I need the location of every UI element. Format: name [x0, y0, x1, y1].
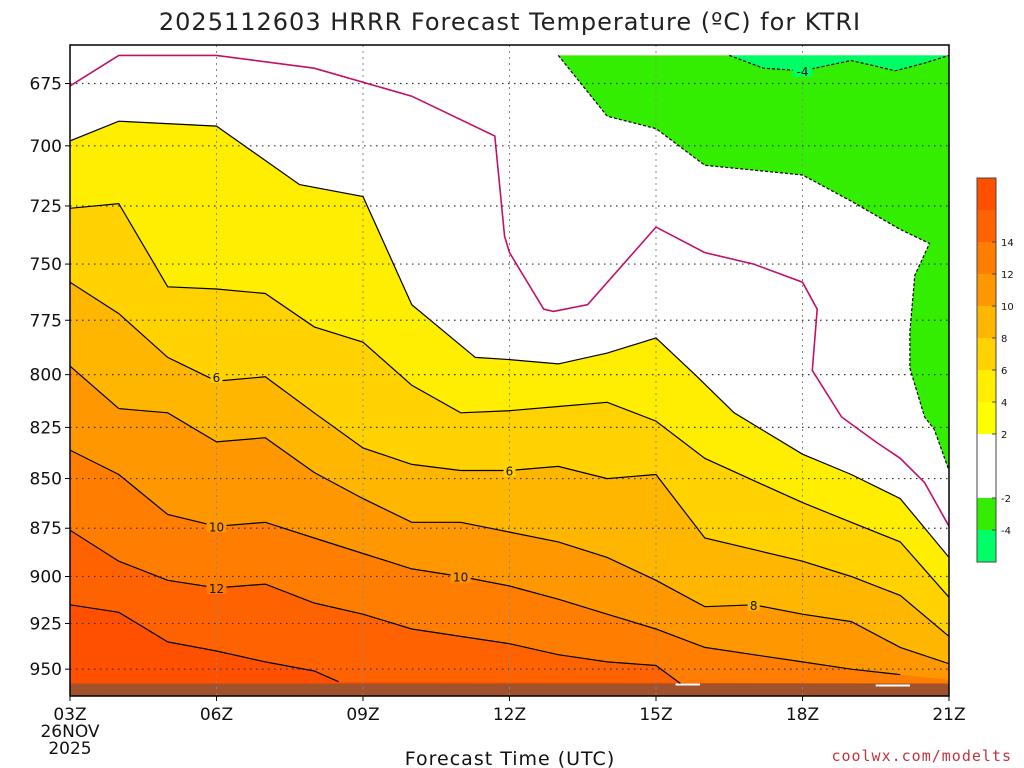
colorbar-label: 2 [1001, 430, 1007, 441]
contour-label-bg [503, 463, 516, 477]
x-tick-label: 21Z [932, 705, 965, 725]
plot-layers: 6 10 12 6 10 8 -4 [70, 45, 949, 696]
y-tick-label: 700 [30, 137, 62, 157]
colorbar-bin [977, 178, 996, 210]
temperature-band-14 [70, 530, 949, 696]
colorbar-bin [977, 402, 996, 434]
contour-line--4 [729, 54, 949, 72]
x-tick-label: 03Z [53, 705, 86, 725]
contour-label-bg [747, 597, 760, 611]
cold-band--5 [729, 55, 949, 71]
x-tick-label: 12Z [493, 705, 526, 725]
contour-line-4 [70, 202, 949, 598]
grid-lines [70, 45, 949, 696]
contour-label-bg [450, 569, 471, 583]
source-credit: coolwx.com/modelts [831, 747, 1012, 765]
temperature-band-16 [70, 604, 949, 696]
y-tick-label: 725 [30, 197, 62, 217]
y-tick-label: 875 [30, 519, 62, 539]
contour-label-bg [792, 63, 813, 77]
contour-label: 10 [209, 520, 224, 534]
colorbar-legend: -4 -2 2 4 6 8 10 12 14 [976, 177, 1014, 563]
y-tick-label: 750 [30, 255, 62, 275]
contour-label: 6 [213, 371, 221, 385]
ground-layer [70, 683, 949, 696]
y-tick-label: 925 [30, 614, 62, 634]
colorbar-bin [977, 530, 996, 562]
colorbar-label: 6 [1001, 366, 1007, 377]
contour-label-bg [210, 369, 223, 383]
contour-label: -4 [797, 65, 809, 79]
colorbar-label: -4 [1001, 526, 1011, 537]
contour-label: 12 [209, 582, 224, 596]
contour-line-14 [70, 604, 339, 683]
x-tick-label: 06Z [200, 705, 233, 725]
colorbar-bin [977, 274, 996, 306]
colorbar-bin [977, 338, 996, 370]
colorbar-bin [977, 306, 996, 338]
contour-line-8 [70, 365, 949, 665]
y-tick-label: 800 [30, 366, 62, 386]
contour-label: 10 [453, 571, 468, 585]
cold-band--3 [558, 55, 949, 471]
y-axis: 675 700 725 750 775 800 825 850 875 900 925 950 [30, 75, 70, 680]
colorbar-bin [977, 210, 996, 242]
y-tick-label: 675 [30, 75, 62, 95]
colorbar-label: 8 [1001, 334, 1007, 345]
colorbar-label: 4 [1001, 398, 1007, 409]
colorbar-bin [977, 498, 996, 530]
contour-label: 6 [506, 464, 514, 478]
x-axis-label: Forecast Time (UTC) [405, 748, 615, 768]
colorbar-label: 10 [1001, 302, 1014, 313]
plot-area: 6 10 12 6 10 8 -4 [69, 44, 950, 697]
contour-line-0 [70, 54, 949, 527]
x-tick-year: 2025 [48, 739, 91, 759]
x-tick-label: 15Z [639, 705, 672, 725]
chart-title: 2025112603 HRRR Forecast Temperature (ºC… [159, 8, 861, 36]
contour-line-12 [70, 529, 681, 684]
y-tick-label: 950 [30, 660, 62, 680]
colorbar-label: 12 [1001, 270, 1014, 281]
contour-line-2 [70, 120, 949, 558]
y-tick-label: 850 [30, 470, 62, 490]
y-tick-label: 900 [30, 568, 62, 588]
colorbar-bin [977, 242, 996, 274]
colorbar-bin [977, 434, 996, 498]
colorbar-label: -2 [1001, 494, 1011, 505]
colorbar-bin [977, 370, 996, 402]
x-tick-label: 18Z [786, 705, 819, 725]
x-tick-date: 26NOV [40, 722, 99, 742]
x-tick-label: 09Z [346, 705, 379, 725]
y-tick-label: 775 [30, 311, 62, 331]
contour-label-bg [206, 580, 227, 594]
contour-label: 8 [750, 599, 758, 613]
colorbar-label: 14 [1001, 238, 1014, 249]
contour-label-bg [206, 519, 227, 533]
y-tick-label: 825 [30, 418, 62, 438]
